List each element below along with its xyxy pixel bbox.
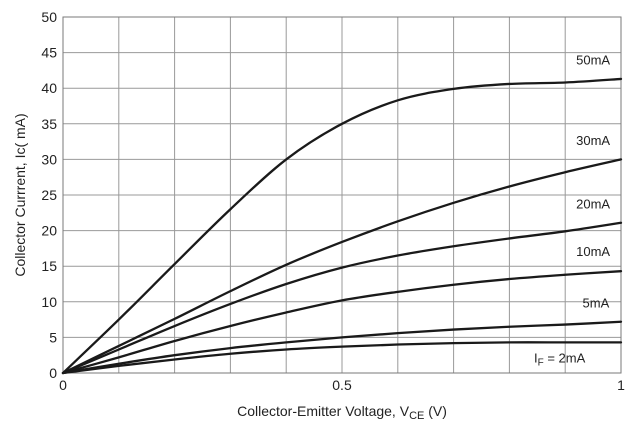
y-tick-label: 10: [41, 294, 57, 310]
y-tick-label: 40: [41, 80, 57, 96]
x-tick-label: 0.5: [332, 377, 352, 393]
series-label: 20mA: [576, 197, 610, 212]
y-tick-label: 5: [49, 329, 57, 345]
x-axis-label: Collector-Emitter Voltage, VCE (V): [237, 403, 447, 422]
plot-frame: [62, 16, 622, 374]
series-line-5ma: [61, 320, 623, 375]
series-line-10ma: [61, 270, 623, 375]
grid: [62, 16, 622, 374]
series-labels: 50mA 30mA 20mA 10mA 5mA IF = 2mA: [534, 53, 610, 369]
series-label: 10mA: [576, 244, 610, 259]
series-line-50ma: [61, 77, 623, 375]
y-tick-label: 15: [41, 258, 57, 274]
curves: [61, 77, 623, 375]
series-line-30ma: [61, 158, 623, 375]
y-tick-label: 45: [41, 45, 57, 61]
y-tick-label: 25: [41, 187, 57, 203]
series-line-20ma: [61, 221, 623, 375]
series-line-i-f-2ma: [61, 341, 623, 375]
y-tick-label: 50: [41, 9, 57, 25]
x-tick-label: 1: [617, 377, 625, 393]
y-tick-label: 35: [41, 116, 57, 132]
series-label: IF = 2mA: [534, 350, 586, 368]
y-tick-label: 0: [49, 365, 57, 381]
series-label: 30mA: [576, 133, 610, 148]
x-tick-label: 0: [59, 377, 67, 393]
tick-labels: 0 5 10 15 20 25 30 35 40 45 50 0 0.5 1: [41, 9, 625, 393]
series-label: 50mA: [576, 53, 610, 68]
series-label: 5mA: [583, 295, 610, 310]
y-tick-label: 20: [41, 223, 57, 239]
y-axis-label: Collector Currrent, Ic( mA): [12, 113, 28, 276]
y-tick-label: 30: [41, 151, 57, 167]
